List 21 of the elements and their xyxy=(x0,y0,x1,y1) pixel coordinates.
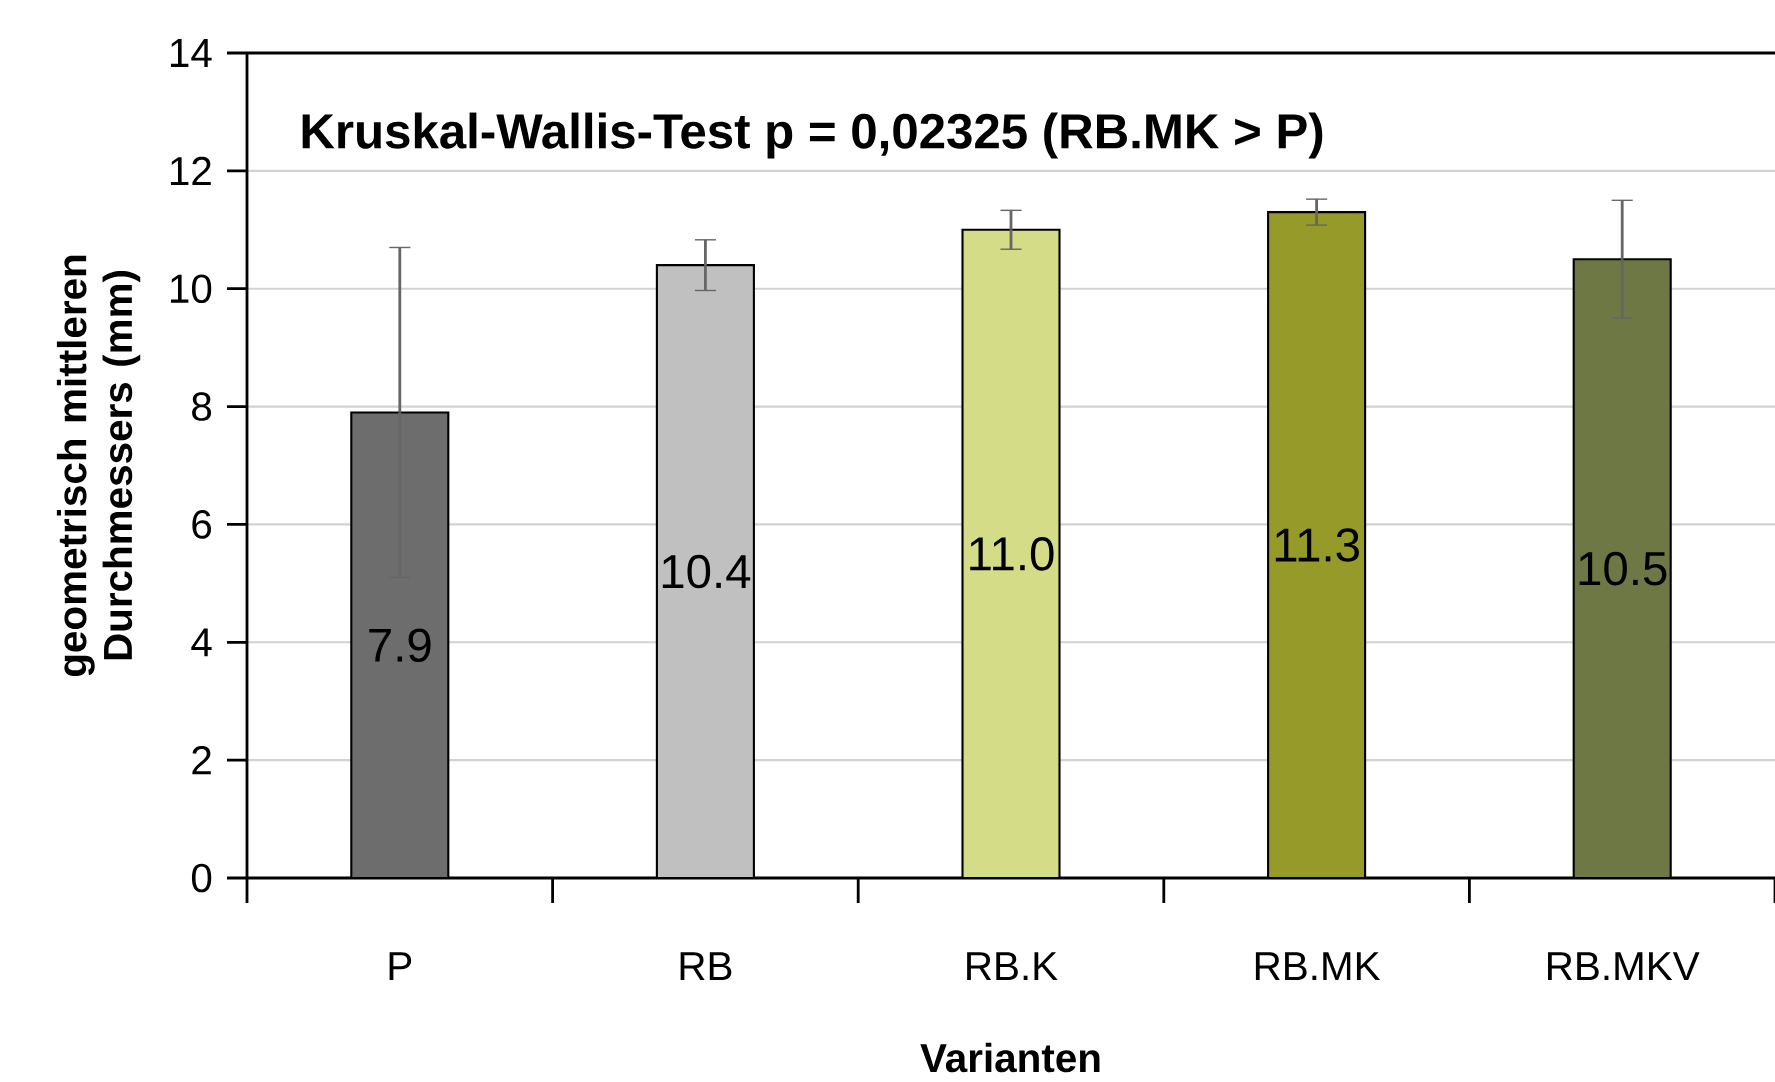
x-tick-label: RB.MKV xyxy=(1548,952,1700,980)
y-tick-label: 8 xyxy=(192,392,212,421)
y-tick-label: 10 xyxy=(170,274,212,304)
y-tick-label: 12 xyxy=(170,156,211,185)
y-tick-label: 0 xyxy=(191,863,212,893)
data-label: 10.5 xyxy=(1579,551,1667,586)
x-tick-label: RB.K xyxy=(967,952,1058,980)
y-tick-label: 2 xyxy=(192,746,211,775)
text: Kruskal-Wallis-Test p = 0,02325 (RB.MK > P) xyxy=(302,112,1323,159)
data-label: 7.9 xyxy=(369,628,431,663)
data-label: 10.4 xyxy=(662,554,751,589)
x-axis-title: Varianten xyxy=(920,1042,1100,1073)
x-tick-label: RB xyxy=(680,952,732,980)
y-tick-label: 4 xyxy=(191,628,212,657)
y-tick-label: 14 xyxy=(170,39,212,67)
data-label: 11.0 xyxy=(970,537,1054,571)
data-label: 11.3 xyxy=(1275,528,1359,562)
x-tick-label: RB.MK xyxy=(1255,952,1381,980)
y-axis-title: geometrisch mittleren Durchmessers (mm) xyxy=(56,255,141,677)
x-tick-label: P xyxy=(389,952,412,980)
y-tick-label: 6 xyxy=(192,510,212,539)
